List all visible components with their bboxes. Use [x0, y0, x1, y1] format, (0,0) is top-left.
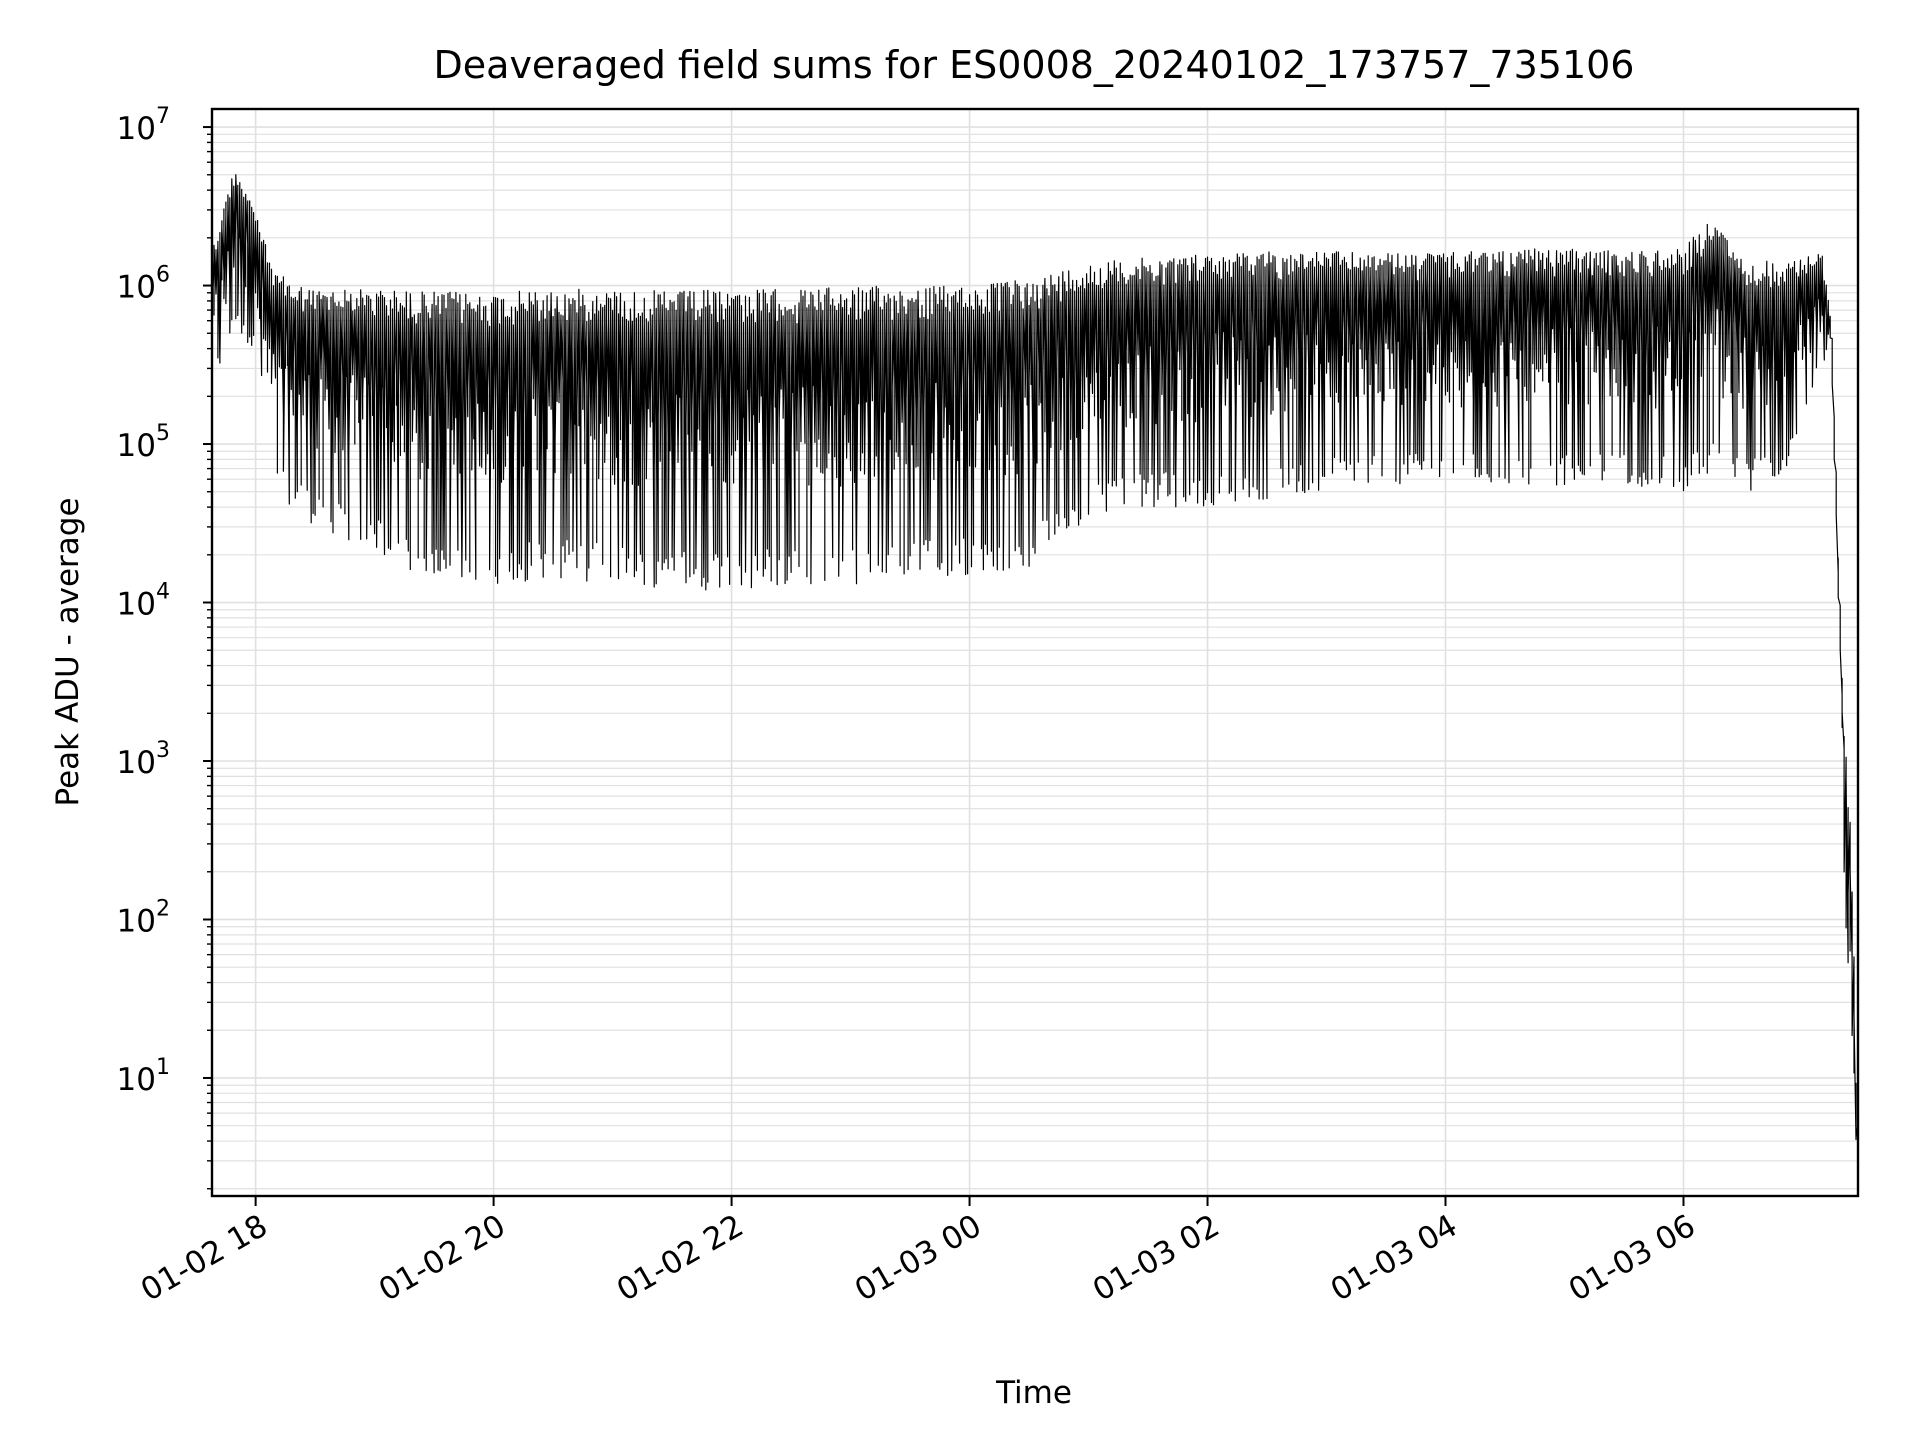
series-line	[211, 174, 1859, 1142]
y-tick-label: 107	[117, 104, 170, 147]
x-tick-label: 01-03 00	[849, 1208, 988, 1309]
x-tick-label: 01-03 06	[1563, 1208, 1702, 1309]
chart-title: Deaveraged field sums for ES0008_2024010…	[434, 43, 1635, 87]
x-axis-label: Time	[995, 1375, 1072, 1411]
x-tick-label: 01-03 04	[1325, 1208, 1464, 1309]
y-tick-label: 105	[117, 421, 170, 464]
y-tick-label: 102	[117, 896, 170, 939]
axes-frame	[210, 107, 1860, 1198]
x-tick-label: 01-02 18	[135, 1208, 274, 1309]
y-tick-label: 106	[117, 263, 170, 306]
x-tick-label: 01-02 20	[373, 1208, 512, 1309]
x-tick-label: 01-03 02	[1087, 1208, 1226, 1309]
y-axis-label: Peak ADU - average	[50, 497, 86, 806]
y-tick-label: 103	[117, 738, 170, 781]
x-tick-label: 01-02 22	[611, 1208, 750, 1309]
plot-area	[211, 174, 1859, 1142]
y-axis: 101 102 103 104 105 106 107	[117, 104, 212, 1190]
x-axis: 01-02 18 01-02 20 01-02 22 01-03 00 01-03 02…	[135, 1196, 1702, 1309]
grid	[212, 109, 1858, 1196]
y-tick-label: 101	[117, 1055, 170, 1098]
y-tick-label: 104	[117, 580, 170, 623]
